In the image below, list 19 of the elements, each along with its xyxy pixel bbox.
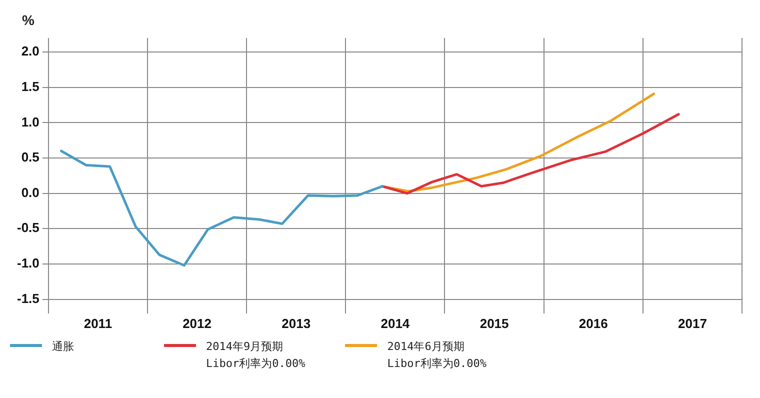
x-tick-label: 2013 (282, 316, 311, 331)
y-tick-label: 0.5 (21, 150, 40, 165)
x-tick-label: 2015 (480, 316, 509, 331)
legend-label: 2014年9月预期 Libor利率为0.00% (206, 339, 306, 372)
y-tick-label: 1.5 (21, 79, 40, 94)
x-tick-label: 2012 (182, 316, 212, 331)
legend-label: 通胀 (52, 339, 74, 355)
x-tick-label: 2017 (678, 316, 707, 331)
legend-label: 2014年6月预期 Libor利率为0.00% (387, 339, 486, 372)
y-tick-label: 0.0 (21, 184, 40, 200)
y-tick-label: 2.0 (21, 44, 40, 59)
y-tick-label: -0.5 (16, 220, 40, 236)
y-tick-label: -1.5 (16, 290, 40, 306)
y-tick-label: 1.0 (21, 114, 40, 130)
x-tick-label: 2014 (380, 316, 410, 331)
x-tick-label: 2016 (578, 316, 608, 331)
y-axis-title: % (22, 12, 34, 28)
y-tick-label: -1.0 (16, 256, 40, 271)
x-tick-label: 2011 (84, 316, 112, 331)
